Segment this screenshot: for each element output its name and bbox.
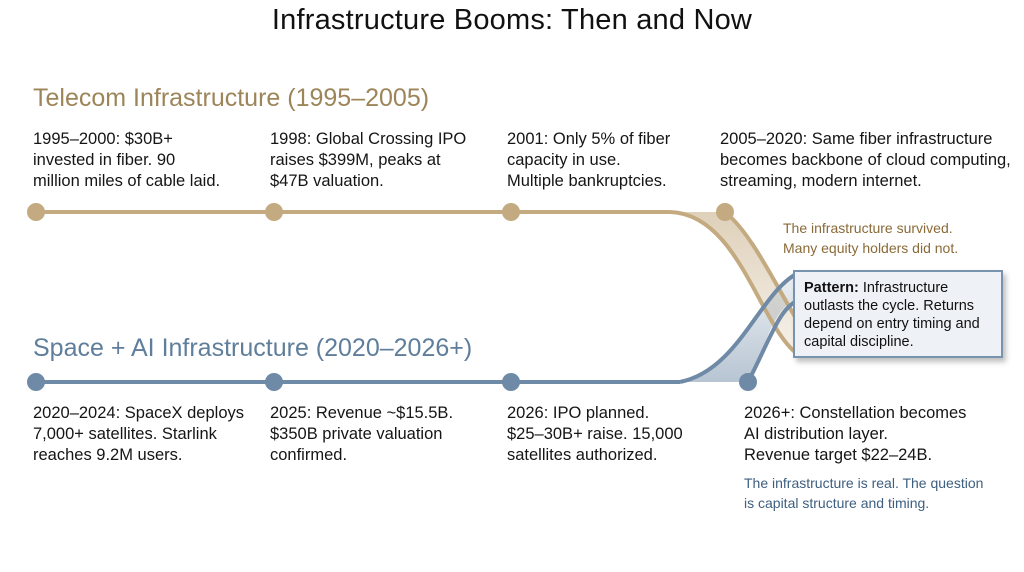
telecom-note: The infrastructure survived. Many equity… bbox=[783, 220, 959, 256]
space-event-2026plus: 2026+: Constellation becomes AI distribu… bbox=[744, 404, 967, 464]
telecom-dot-2005 bbox=[716, 203, 734, 221]
page-title: Infrastructure Booms: Then and Now bbox=[271, 4, 753, 36]
space-note: The infrastructure is real. The question… bbox=[744, 475, 984, 511]
space-dot-2026plus bbox=[739, 373, 757, 391]
telecom-event-1998: 1998: Global Crossing IPO raises $399M, … bbox=[270, 130, 467, 190]
telecom-event-2001: 2001: Only 5% of fiber capacity in use. … bbox=[507, 130, 671, 190]
telecom-dot-1995 bbox=[27, 203, 45, 221]
pattern-callout: Pattern: Infrastructure outlasts the cyc… bbox=[793, 270, 1003, 358]
telecom-dot-2001 bbox=[502, 203, 520, 221]
space-dot-2020 bbox=[27, 373, 45, 391]
space-dot-2026 bbox=[502, 373, 520, 391]
telecom-event-2005: 2005–2020: Same fiber infrastructure bec… bbox=[720, 130, 1011, 190]
space-event-2026: 2026: IPO planned. $25–30B+ raise. 15,00… bbox=[507, 404, 683, 464]
telecom-event-1995: 1995–2000: $30B+ invested in fiber. 90 m… bbox=[33, 130, 221, 190]
telecom-descent-curve bbox=[669, 210, 802, 358]
space-dot-2025 bbox=[265, 373, 283, 391]
telecom-dot-1998 bbox=[265, 203, 283, 221]
space-heading: Space + AI Infrastructure (2020–2026+) bbox=[33, 334, 473, 362]
space-event-2020: 2020–2024: SpaceX deploys 7,000+ satelli… bbox=[33, 404, 245, 464]
pattern-label: Pattern: bbox=[804, 280, 859, 296]
telecom-heading: Telecom Infrastructure (1995–2005) bbox=[33, 84, 430, 112]
telecom-transition-ribbon bbox=[670, 212, 822, 356]
space-ascent-curve bbox=[679, 270, 801, 384]
space-event-2025: 2025: Revenue ~$15.5B. $350B private val… bbox=[270, 404, 454, 464]
